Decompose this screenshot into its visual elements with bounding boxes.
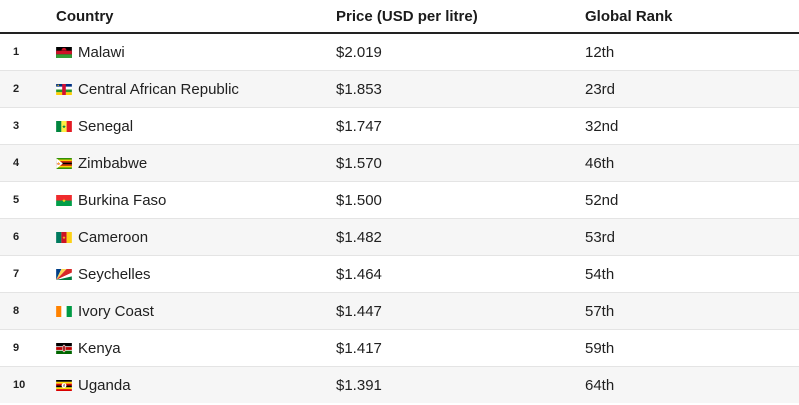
table-row: 4 Zimbabwe $1.570 46th [0, 144, 799, 182]
table-body: 1 Malawi $2.019 12th 2 Central African Republ… [0, 33, 799, 403]
country-cell: Uganda [44, 366, 336, 403]
table-row: 1 Malawi $2.019 12th [0, 33, 799, 71]
price-cell: $1.482 [336, 218, 585, 256]
country-cell: Zimbabwe [44, 144, 336, 182]
price-cell: $1.570 [336, 144, 585, 182]
table-row: 2 Central African Republic $1.853 23rd [0, 70, 799, 108]
header-rank: Global Rank [585, 0, 799, 34]
row-number: 9 [0, 329, 44, 367]
table-row: 8 Ivory Coast $1.447 57th [0, 292, 799, 330]
row-number: 10 [0, 366, 44, 403]
flag-ivory-coast-icon [56, 305, 72, 317]
country-cell: Senegal [44, 107, 336, 145]
table-row: 9 Kenya $1.417 59th [0, 329, 799, 367]
country-cell: Cameroon [44, 218, 336, 256]
country-cell: Malawi [44, 33, 336, 71]
table-row: 5 Burkina Faso $1.500 52nd [0, 181, 799, 219]
row-number: 6 [0, 218, 44, 256]
header-price: Price (USD per litre) [336, 0, 585, 34]
header-country: Country [44, 0, 336, 34]
country-name: Cameroon [78, 228, 149, 246]
country-cell: Central African Republic [44, 70, 336, 108]
flag-burkina-faso-icon [56, 194, 72, 206]
row-number: 4 [0, 144, 44, 182]
country-cell: Seychelles [44, 255, 336, 293]
price-cell: $2.019 [336, 43, 382, 61]
header-number [0, 0, 44, 34]
row-number: 1 [13, 46, 20, 58]
price-cell: $1.391 [336, 366, 585, 403]
table-row: 7 Seychelles $1.464 54th [0, 255, 799, 293]
rank-cell: 32nd [585, 107, 799, 145]
rank-cell: 53rd [585, 218, 799, 256]
country-name: Seychelles [78, 265, 151, 283]
price-cell: $1.417 [336, 329, 585, 367]
price-cell: $1.447 [336, 292, 585, 330]
price-cell: $1.747 [336, 107, 585, 145]
rank-cell: 59th [585, 329, 799, 367]
rank-cell: 57th [585, 292, 799, 330]
flag-central-african-republic-icon [56, 83, 72, 95]
country-name: Malawi [78, 43, 125, 61]
rank-cell: 54th [585, 255, 799, 293]
table-row: 3 Senegal $1.747 32nd [0, 107, 799, 145]
country-cell: Kenya [44, 329, 336, 367]
country-name: Ivory Coast [78, 302, 154, 320]
table-row: 10 Uganda $1.391 64th [0, 366, 799, 403]
country-name: Senegal [78, 117, 134, 135]
country-name: Kenya [78, 339, 121, 357]
row-number: 5 [0, 181, 44, 219]
country-cell: Ivory Coast [44, 292, 336, 330]
rank-cell: 52nd [585, 181, 799, 219]
country-name: Central African Republic [78, 80, 239, 98]
flag-seychelles-icon [56, 268, 72, 280]
flag-senegal-icon [56, 120, 72, 132]
row-number: 8 [0, 292, 44, 330]
row-number: 2 [0, 70, 44, 108]
price-cell: $1.853 [336, 70, 585, 108]
flag-cameroon-icon [56, 231, 72, 243]
country-cell: Burkina Faso [44, 181, 336, 219]
flag-zimbabwe-icon [56, 157, 72, 169]
flag-malawi-icon [56, 46, 72, 58]
row-number: 3 [0, 107, 44, 145]
price-cell: $1.464 [336, 255, 585, 293]
country-name: Zimbabwe [78, 154, 148, 172]
table-row: 6 Cameroon $1.482 53rd [0, 218, 799, 256]
country-name: Uganda [78, 376, 131, 394]
rank-cell: 64th [585, 366, 799, 403]
country-name: Burkina Faso [78, 191, 167, 209]
rank-cell: 46th [585, 144, 799, 182]
flag-kenya-icon [56, 342, 72, 354]
table-header: Country Price (USD per litre) Global Ran… [0, 0, 799, 34]
flag-uganda-icon [56, 379, 72, 391]
rank-cell: 12th [585, 43, 615, 61]
row-number: 7 [0, 255, 44, 293]
rank-cell: 23rd [585, 70, 799, 108]
price-cell: $1.500 [336, 181, 585, 219]
